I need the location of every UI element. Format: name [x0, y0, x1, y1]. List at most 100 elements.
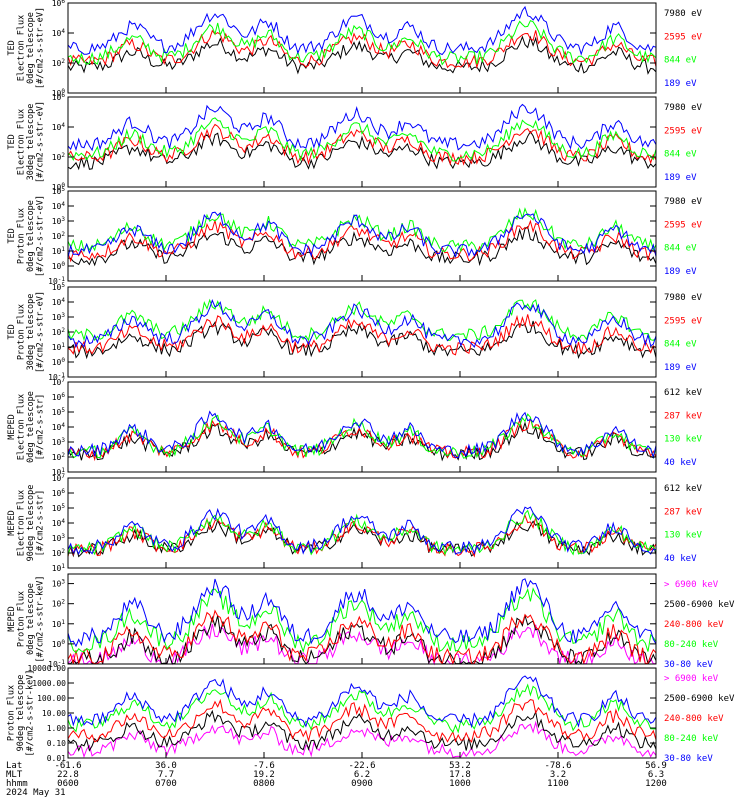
panel-frame	[67, 381, 657, 473]
y-tick-label: 1000.00	[32, 679, 66, 688]
y-axis-label-line: 0deg telescope	[26, 200, 36, 272]
y-axis-label-line: [#/cm2-s-str]	[35, 394, 45, 461]
y-axis-label-line: [#/cm2-s-str]	[35, 490, 45, 557]
x-label-hhmm: 0700	[155, 779, 177, 789]
x-label-mlt: 6.3	[648, 770, 664, 780]
y-tick-label: 105	[52, 186, 66, 197]
series-line-844-ev	[67, 117, 657, 162]
y-axis-label-line: Proton Flux	[7, 685, 17, 741]
series-line-240-800-kev	[67, 609, 657, 666]
x-label-lat: -7.6	[253, 761, 275, 771]
series-line-2595-ev	[67, 123, 657, 166]
y-axis-label-line: 30deg telescope	[26, 294, 36, 371]
legend-entry-30-80-kev: 30-80 keV	[664, 754, 713, 764]
series-line-844-ev	[67, 20, 657, 66]
y-axis-label: Proton Flux 90deg telescope [#/cm2-s-str-k…	[7, 670, 36, 757]
panel-frame	[67, 286, 657, 378]
series-line-2500-6900-kev	[67, 709, 657, 752]
legend-entry-287-kev: 287 keV	[664, 411, 703, 421]
x-label-mlt: 22.8	[57, 770, 79, 780]
y-axis-label-line: Proton Flux	[16, 208, 26, 264]
panel-6: 101 102 103 104 105 106 107 MEPED Electron Flux 9…	[7, 473, 703, 574]
y-tick-label: 105	[52, 282, 66, 293]
y-tick-label: 100	[52, 638, 66, 649]
series-line-612-kev	[67, 421, 657, 462]
series-line-40-kev	[67, 506, 657, 555]
y-axis-label-line: Electron Flux	[16, 394, 26, 461]
y-axis-label-line: [#/cm2-s-str-keV]	[26, 670, 36, 757]
y-tick-label: 103	[52, 578, 66, 589]
x-label-mlt: 7.7	[158, 770, 174, 780]
legend-entry-40-kev: 40 keV	[664, 458, 697, 468]
y-axis-label: TED Electron Flux 30deg telescope [#/cm2-s-…	[7, 101, 46, 183]
series-line-2595-ev	[67, 29, 657, 69]
y-tick-label: 105	[52, 503, 66, 514]
y-tick-label: 106	[52, 392, 66, 403]
legend-entry-844-ev: 844 eV	[664, 56, 697, 66]
legend-entry-7980-ev: 7980 eV	[664, 197, 703, 207]
legend-entry-240-800-kev: 240-800 keV	[664, 714, 724, 724]
x-label-lat: -61.6	[54, 761, 81, 771]
y-axis-label-line: [#/cm2-s-str-eV]	[35, 101, 45, 183]
x-row-label: Lat	[6, 761, 22, 771]
legend-entry-189-ev: 189 eV	[664, 79, 697, 89]
y-tick-label: 10.00	[42, 709, 66, 718]
y-tick-label: 102	[52, 598, 66, 609]
legend-entry-2595-ev: 2595 eV	[664, 126, 703, 136]
panel-frame	[67, 573, 657, 665]
y-tick-label: 102	[52, 548, 66, 559]
series-line-40-kev	[67, 410, 657, 460]
x-label-mlt: 3.2	[550, 770, 566, 780]
legend-entry-189-ev: 189 eV	[664, 363, 697, 373]
panel-5: 101 102 103 104 105 106 107 MEPED Electron Flux 0…	[7, 377, 703, 478]
legend-entry-2500-6900-kev: 2500-6900 keV	[664, 600, 735, 610]
y-axis-label-line: [#/cm2-s-str-eV]	[35, 291, 45, 373]
y-tick-label: 104	[52, 122, 66, 133]
legend-entry-2595-ev: 2595 eV	[664, 32, 703, 42]
series-line-2595-ev	[67, 218, 657, 263]
series-line-612-kev	[67, 519, 657, 558]
y-axis-label-line: TED	[7, 134, 17, 149]
legend-entry-7980-ev: 7980 eV	[664, 103, 703, 113]
series-line-7980-ev	[67, 320, 657, 360]
y-axis-label-line: 0deg telescope	[26, 583, 36, 655]
series-line-30-80-kev	[67, 675, 657, 729]
legend-entry-189-ev: 189 eV	[664, 173, 697, 183]
legend-entry-612-kev: 612 keV	[664, 484, 703, 494]
legend-entry-80-240-kev: 80-240 keV	[664, 734, 719, 744]
y-tick-label: 103	[52, 216, 66, 227]
y-axis-label-line: Proton Flux	[16, 304, 26, 360]
legend-entry-189-ev: 189 eV	[664, 267, 697, 277]
y-tick-label: 10-1	[48, 276, 65, 287]
legend-entry-2500-6900-kev: 2500-6900 keV	[664, 694, 735, 704]
legend-entry-240-800-kev: 240-800 keV	[664, 620, 724, 630]
legend-entry-844-ev: 844 eV	[664, 150, 697, 160]
y-axis-label-line: 90deg telescope	[26, 485, 36, 562]
y-axis-label-line: 0deg telescope	[26, 391, 36, 463]
series-line-189-ev	[67, 103, 657, 152]
y-tick-label: 101	[52, 618, 66, 629]
y-tick-label: 100	[52, 357, 66, 368]
y-tick-label: 100	[52, 182, 66, 193]
y-tick-label: 106	[52, 0, 66, 8]
x-row-label: hhmm	[6, 779, 28, 789]
y-tick-label: 104	[52, 297, 66, 308]
legend-entry-612-kev: 612 keV	[664, 388, 703, 398]
panel-7: 10-1 100 101 102 103 MEPED Proton Flux 0deg tel…	[7, 573, 735, 670]
x-label-hhmm: 1100	[547, 779, 569, 789]
y-axis-label-line: Electron Flux	[16, 490, 26, 557]
y-tick-label: 10-1	[48, 372, 65, 383]
y-axis-label: MEPED Electron Flux 0deg telescope [#/cm2-s…	[7, 391, 46, 463]
x-row-label: MLT	[6, 770, 23, 780]
y-tick-label: 101	[52, 467, 66, 478]
y-tick-label: 0.01	[47, 754, 66, 763]
legend-entry-130-kev: 130 keV	[664, 531, 703, 541]
legend-entry-7980-ev: 7980 eV	[664, 9, 703, 19]
panel-4: 10-1 100 101 102 103 104 105 TED Proton Flux 30de…	[7, 282, 703, 383]
y-axis-label-line: [#/cm2-s-str-eV]	[35, 7, 45, 89]
legend-entry-844-ev: 844 eV	[664, 244, 697, 254]
series-line-30-80-kev	[67, 578, 657, 648]
y-tick-label: 1.00	[47, 724, 66, 733]
